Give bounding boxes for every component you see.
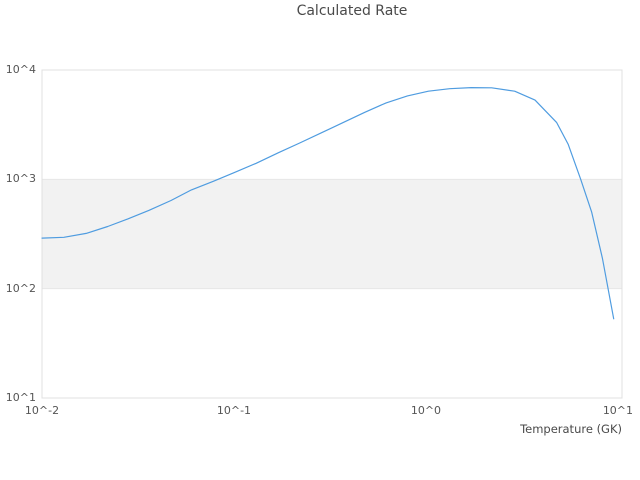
x-tick-label-1e0: 10^0 — [410, 404, 442, 417]
y-tick-label-1e1: 10^1 — [5, 391, 36, 404]
rate-curve — [41, 87, 615, 320]
decade-band — [42, 179, 622, 289]
y-tick-label-1e2: 10^2 — [5, 281, 36, 295]
plot-frame — [41, 69, 623, 399]
y-tick-label-1e4: 10^4 — [5, 63, 36, 76]
x-tick-label-1e-2: 10^-2 — [24, 404, 60, 417]
y-tick-label-1e3: 10^3 — [5, 172, 36, 186]
x-axis-title: Temperature (GK) — [520, 422, 622, 436]
chart-title: Calculated Rate — [296, 3, 408, 19]
x-tick-label-1e-1: 10^-1 — [216, 404, 252, 417]
x-tick-label-1e1: 10^1 — [602, 404, 634, 417]
